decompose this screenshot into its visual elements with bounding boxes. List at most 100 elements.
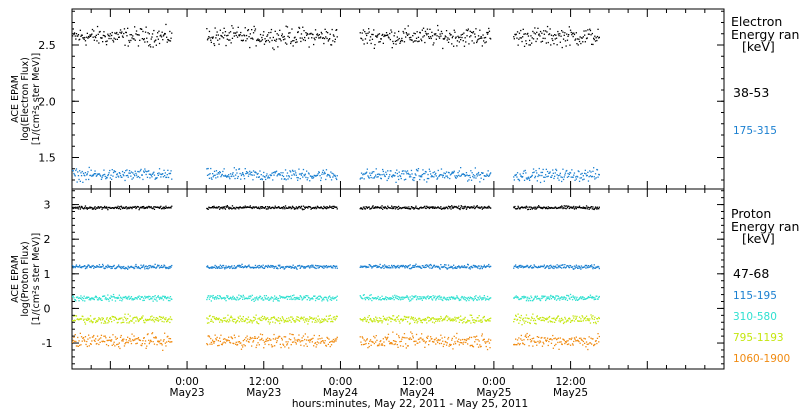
data-point (438, 298, 440, 300)
data-point (443, 38, 445, 40)
data-point (153, 316, 155, 319)
data-point (251, 299, 253, 301)
data-point (334, 38, 336, 40)
data-point (162, 35, 165, 37)
data-point (374, 337, 376, 339)
data-point (589, 296, 591, 299)
data-point (316, 34, 318, 36)
data-point (314, 267, 316, 269)
data-point (375, 335, 377, 337)
data-point (477, 35, 480, 37)
data-point (256, 173, 258, 175)
data-point (168, 172, 170, 175)
data-point (167, 267, 170, 270)
data-point (329, 345, 331, 348)
data-point (271, 266, 273, 268)
data-point (367, 316, 369, 318)
data-point (406, 265, 408, 268)
data-point (81, 340, 83, 342)
data-point (164, 32, 166, 35)
data-point (229, 297, 231, 300)
data-point (451, 172, 453, 174)
data-point (364, 208, 366, 210)
data-point (257, 38, 259, 40)
data-point (121, 321, 124, 324)
data-point (463, 296, 466, 298)
data-point (318, 318, 320, 320)
data-point (105, 206, 108, 208)
data-point (564, 318, 567, 320)
data-point (529, 299, 531, 302)
data-point (292, 170, 294, 172)
data-point (407, 172, 409, 174)
data-point (478, 206, 480, 208)
data-point (469, 268, 471, 270)
data-point (399, 175, 402, 178)
data-point (391, 343, 393, 345)
data-point (305, 206, 307, 208)
data-point (548, 267, 550, 270)
data-point (401, 296, 404, 298)
data-point (131, 320, 133, 322)
data-point (264, 206, 266, 209)
data-point (401, 320, 404, 322)
data-point (143, 205, 145, 208)
data-point (84, 40, 87, 42)
data-point (558, 35, 560, 37)
data-point (272, 321, 274, 323)
data-point (245, 266, 247, 268)
data-point (226, 206, 228, 208)
data-point (521, 40, 523, 43)
data-point (406, 296, 409, 298)
data-point (397, 318, 399, 321)
data-point (572, 176, 574, 178)
data-point (449, 344, 452, 346)
data-point (530, 341, 532, 343)
data-point (523, 170, 525, 172)
data-point (83, 318, 85, 320)
data-point (578, 180, 581, 182)
data-point (328, 207, 330, 209)
data-point (109, 33, 111, 35)
data-point (574, 267, 576, 269)
data-point (446, 175, 448, 177)
data-point (587, 319, 589, 321)
data-point (470, 314, 473, 316)
data-point (152, 172, 154, 174)
data-point (82, 299, 84, 302)
data-point (366, 338, 368, 340)
data-point (598, 267, 600, 270)
data-point (233, 207, 235, 209)
data-point (566, 294, 568, 297)
data-point (251, 37, 253, 39)
data-point (419, 318, 421, 320)
data-point (236, 177, 239, 179)
data-point (490, 207, 492, 209)
data-point (138, 34, 140, 36)
data-point (285, 25, 287, 27)
data-point (480, 297, 482, 299)
data-point (432, 341, 434, 343)
data-point (72, 296, 74, 298)
data-point (93, 298, 95, 301)
data-point (441, 337, 443, 339)
data-point (318, 171, 320, 173)
data-point (527, 336, 530, 338)
data-point (535, 296, 537, 298)
data-point (523, 322, 526, 324)
data-point (243, 35, 246, 37)
data-point (271, 317, 273, 319)
data-point (240, 206, 242, 209)
data-point (571, 32, 574, 34)
data-point (261, 178, 264, 181)
data-point (442, 319, 444, 321)
data-point (323, 171, 326, 173)
data-point (121, 317, 123, 319)
data-point (100, 178, 103, 180)
data-point (395, 181, 397, 183)
data-point (549, 320, 551, 322)
data-point (82, 37, 84, 39)
data-point (168, 337, 170, 340)
data-point (416, 322, 418, 324)
data-point (561, 46, 563, 49)
